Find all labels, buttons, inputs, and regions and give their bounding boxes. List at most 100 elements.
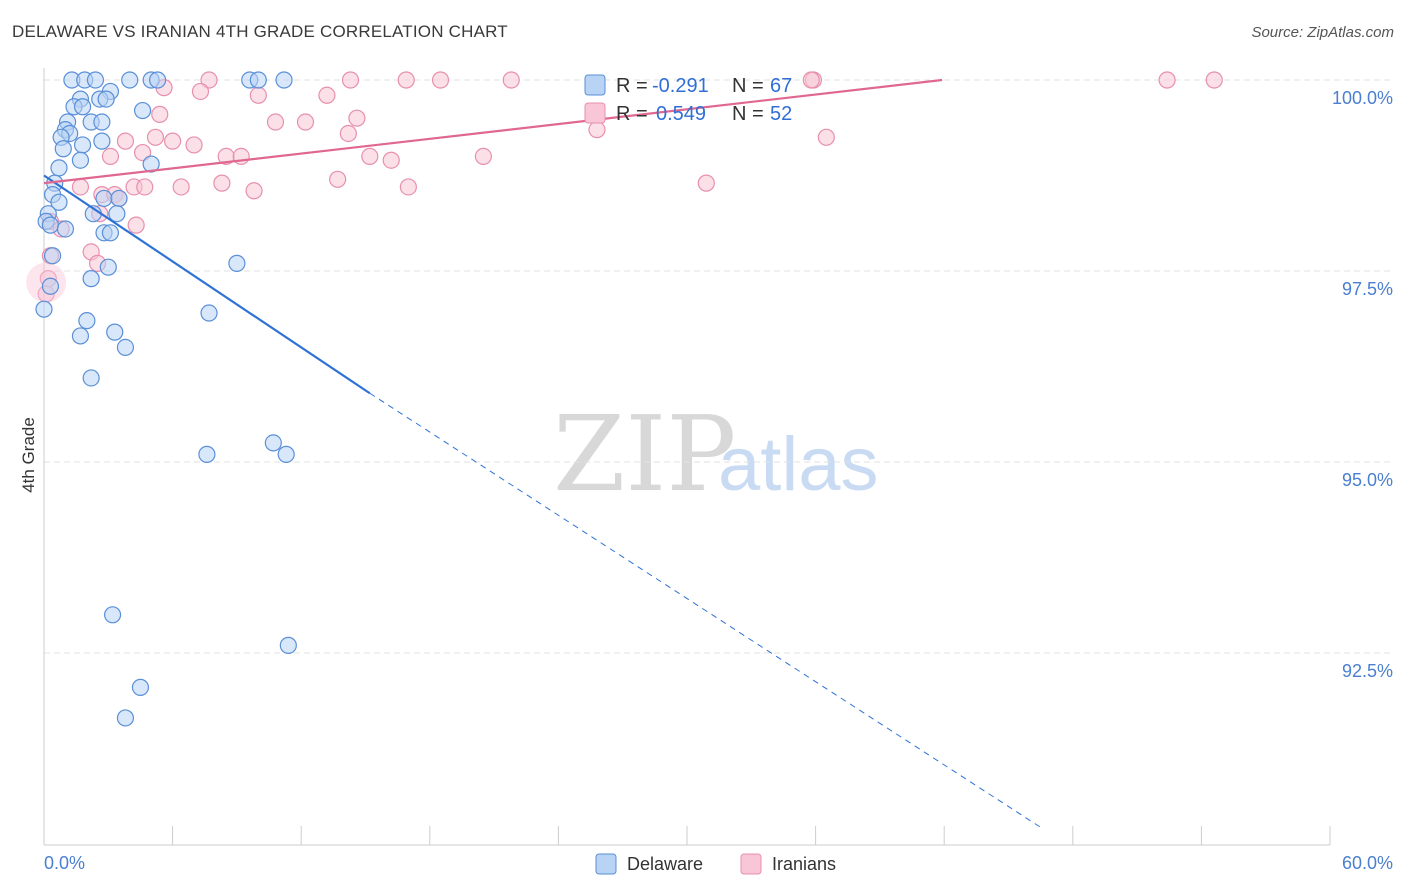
- iranians-point-1: [341, 71, 360, 89]
- iranians-point-12: [151, 105, 169, 123]
- series-legend: Delaware Iranians: [595, 853, 836, 875]
- legend-n-label-delaware: N =: [732, 75, 764, 97]
- legend-r-label-iranians: R =: [616, 103, 648, 125]
- delaware-point-43: [228, 254, 246, 272]
- legend-swatch-iranians: [584, 102, 606, 124]
- iranians-point-30: [697, 174, 715, 192]
- delaware-point-22: [93, 132, 111, 150]
- iranians-point-34: [172, 178, 190, 196]
- iranians-point-0: [200, 71, 218, 89]
- iranians-point-2: [397, 71, 415, 89]
- bottom-legend-swatch-iranians: [740, 853, 762, 875]
- delaware-point-38: [56, 220, 75, 238]
- iranians-point-38: [71, 178, 90, 196]
- delaware-point-37: [41, 216, 60, 234]
- delaware-point-7: [249, 71, 267, 89]
- delaware-point-2: [86, 71, 105, 89]
- delaware-point-18: [93, 113, 111, 131]
- iranians-point-17: [339, 124, 357, 143]
- delaware-points: [35, 71, 297, 727]
- axes: [43, 68, 1331, 846]
- source-label: Source: ZipAtlas.com: [1251, 24, 1394, 41]
- iranians-point-20: [164, 132, 182, 150]
- iranians-point-51: [802, 71, 820, 89]
- iranians-point-13: [348, 109, 366, 127]
- legend-r-value-delaware: -0.291: [652, 75, 709, 97]
- delaware-point-41: [43, 247, 62, 265]
- stats-legend: R = -0.291 N = 67 R = 0.549 N = 52: [584, 74, 792, 125]
- iranians-point-4: [502, 71, 520, 89]
- iranians-point-14: [266, 113, 285, 131]
- iranians-point-28: [382, 151, 400, 169]
- delaware-point-31: [95, 189, 113, 208]
- x-tick-label-0: 0.0%: [44, 853, 85, 873]
- grid-lines: [44, 79, 1392, 654]
- iranians-trend-line: [43, 78, 943, 185]
- iranians-point-11: [318, 86, 336, 104]
- iranians-point-35: [213, 174, 231, 192]
- delaware-point-5: [148, 71, 167, 89]
- legend-r-label-delaware: R =: [616, 75, 648, 97]
- chart-title: DELAWARE VS IRANIAN 4TH GRADE CORRELATIO…: [12, 22, 508, 41]
- iranians-point-29: [474, 147, 492, 165]
- delaware-point-40: [101, 224, 120, 242]
- tick-labels: 100.0% 97.5% 95.0% 92.5% 0.0% 60.0%: [44, 88, 1393, 873]
- iranians-point-16: [588, 121, 606, 139]
- trend-lines: [43, 78, 1044, 830]
- delaware-point-59: [116, 709, 135, 727]
- delaware-point-32: [110, 189, 128, 208]
- legend-r-value-iranians: 0.549: [656, 103, 706, 125]
- iranians-point-32: [399, 178, 417, 196]
- delaware-point-3: [121, 71, 139, 89]
- delaware-point-25: [71, 151, 90, 169]
- delaware-point-42: [99, 258, 117, 276]
- iranians-point-44: [127, 216, 145, 234]
- delaware-point-46: [35, 300, 53, 318]
- iranians-point-19: [116, 132, 135, 150]
- iranians-point-22: [817, 128, 835, 146]
- iranians-point-24: [101, 147, 120, 165]
- delaware-trend-line: [43, 174, 371, 395]
- delaware-trend-extension: [369, 392, 1044, 830]
- bottom-legend-label-delaware: Delaware: [627, 854, 703, 874]
- delaware-point-8: [275, 71, 293, 89]
- iranians-point-31: [329, 170, 347, 188]
- delaware-point-54: [198, 445, 216, 463]
- delaware-point-27: [50, 159, 68, 177]
- delaware-point-51: [116, 338, 135, 356]
- y-tick-label-0: 100.0%: [1332, 88, 1393, 108]
- iranians-point-6: [1158, 71, 1176, 89]
- x-tick-label-1: 60.0%: [1342, 853, 1393, 873]
- delaware-point-34: [108, 205, 126, 223]
- delaware-point-15: [133, 101, 152, 120]
- delaware-point-26: [142, 155, 160, 173]
- delaware-point-48: [78, 312, 96, 330]
- delaware-point-52: [82, 369, 100, 387]
- delaware-point-55: [277, 445, 295, 463]
- legend-swatch-delaware: [584, 74, 606, 96]
- delaware-point-58: [131, 678, 150, 696]
- delaware-point-49: [106, 323, 124, 341]
- delaware-point-23: [73, 136, 92, 154]
- y-tick-label-1: 97.5%: [1342, 279, 1393, 299]
- iranians-point-7: [1205, 71, 1223, 89]
- delaware-point-14: [73, 98, 92, 116]
- delaware-point-56: [103, 606, 122, 624]
- iranians-point-27: [361, 147, 379, 165]
- iranians-point-23: [133, 143, 152, 162]
- delaware-point-44: [82, 270, 100, 288]
- y-tick-label-3: 92.5%: [1342, 661, 1393, 681]
- watermark-atlas: atlas: [718, 422, 879, 507]
- bottom-legend-label-iranians: Iranians: [772, 854, 836, 874]
- iranians-point-18: [146, 128, 165, 146]
- y-axis-label: 4th Grade: [19, 417, 38, 493]
- iranians-point-36: [245, 182, 263, 200]
- iranians-point-15: [296, 113, 315, 131]
- iranians-point-21: [185, 136, 203, 154]
- legend-n-label-iranians: N =: [732, 103, 764, 125]
- iranians-point-9: [191, 82, 210, 101]
- watermark-zip: ZIP: [553, 393, 736, 515]
- iranians-point-37: [136, 178, 154, 196]
- delaware-point-50: [71, 327, 90, 345]
